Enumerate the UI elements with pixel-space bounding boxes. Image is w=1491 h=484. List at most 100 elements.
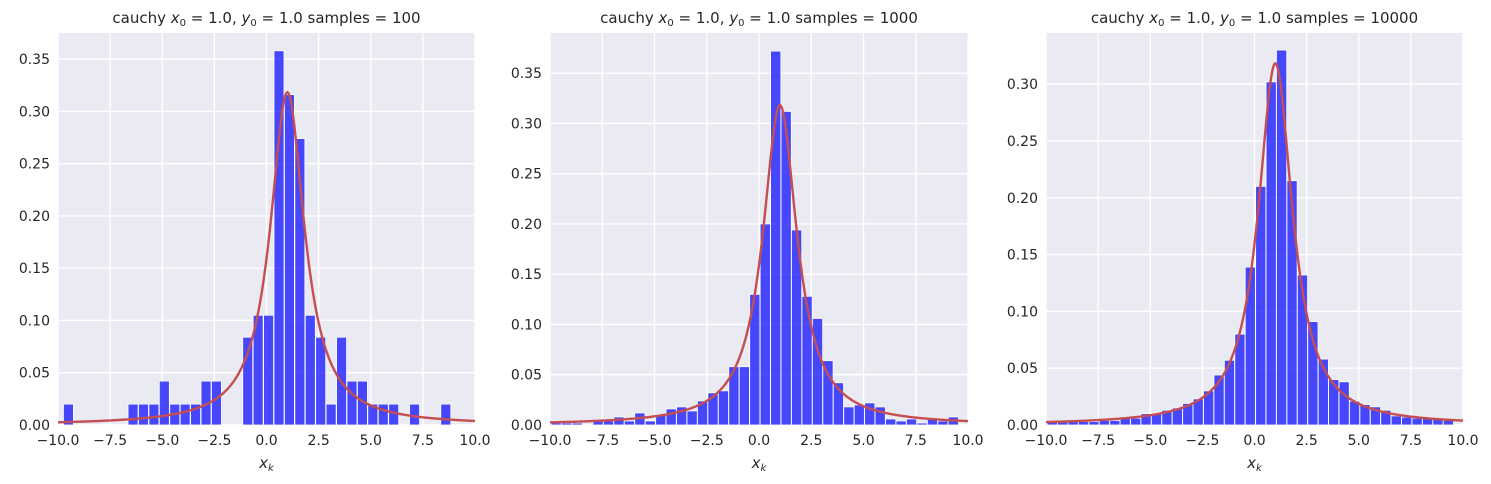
x-tick-label: −2.5 bbox=[690, 433, 724, 449]
title-part: = 1.0 samples = 1000 bbox=[745, 9, 918, 27]
xlabel-part: k bbox=[268, 463, 275, 474]
y-tick-label: 0.10 bbox=[19, 313, 50, 329]
histogram-bar bbox=[127, 403, 139, 425]
x-tick-label: 2.5 bbox=[800, 433, 822, 449]
y-tick-label: 0.25 bbox=[511, 167, 542, 183]
histogram-bar bbox=[1265, 81, 1277, 425]
title-part: 0 bbox=[738, 18, 744, 29]
xlabel-part: k bbox=[761, 463, 768, 474]
y-tick-label: 0.25 bbox=[1007, 134, 1038, 150]
histogram-bar bbox=[1328, 379, 1340, 425]
xlabel-part: x bbox=[1246, 454, 1256, 472]
y-tick-label: 0.05 bbox=[1007, 361, 1038, 377]
histogram-bar bbox=[1338, 381, 1350, 425]
chart-title: cauchy x0 = 1.0, y0 = 1.0 samples = 100 bbox=[112, 9, 420, 29]
histogram-bar bbox=[409, 403, 420, 425]
title-part: y bbox=[1219, 9, 1230, 27]
histogram-bar bbox=[1109, 420, 1121, 425]
histogram-bar bbox=[686, 410, 698, 425]
x-tick-label: −7.5 bbox=[93, 433, 127, 449]
y-tick-label: 0.35 bbox=[19, 52, 50, 68]
cauchy-pdf-line bbox=[1046, 61, 1463, 424]
x-tick-label: 0.0 bbox=[255, 433, 277, 449]
histogram-bar bbox=[367, 403, 379, 425]
x-tick-label: 5.0 bbox=[1348, 433, 1370, 449]
bars bbox=[1046, 49, 1454, 425]
histogram-bar bbox=[158, 380, 170, 425]
y-tick-label: 0.15 bbox=[19, 261, 50, 277]
chart-title: cauchy x0 = 1.0, y0 = 1.0 samples = 1000 bbox=[600, 9, 918, 29]
x-tick-label: 5.0 bbox=[852, 433, 874, 449]
histogram-bar bbox=[665, 408, 677, 425]
histogram-bar bbox=[148, 403, 160, 425]
histogram-bar bbox=[304, 314, 316, 425]
x-tick-label: 10.0 bbox=[1447, 433, 1478, 449]
y-tick-label: 0.35 bbox=[511, 66, 542, 82]
histogram-bar bbox=[1286, 180, 1298, 425]
title-part: = 1.0 samples = 10000 bbox=[1235, 9, 1418, 27]
histogram-panel-3: −10.0 −7.5 −5.0 −2.5 0.0 2.5 5.0 7.5 10.0 0.00 0.0… bbox=[1007, 9, 1479, 474]
title-part: 0 bbox=[180, 18, 186, 29]
x-tick-label: 7.5 bbox=[905, 433, 927, 449]
title-part: cauchy bbox=[1091, 9, 1149, 27]
histogram-bar bbox=[138, 403, 149, 425]
title-part: 0 bbox=[667, 18, 673, 29]
histogram-bar bbox=[717, 390, 729, 425]
histogram-panel-2: −10.0 −7.5 −5.0 −2.5 0.0 2.5 5.0 7.5 10.0 0.00 0.0… bbox=[511, 9, 984, 474]
x-tick-label: 7.5 bbox=[1400, 433, 1422, 449]
y-tick-label: 0.30 bbox=[19, 104, 50, 120]
histogram-panel-1: −10.0 −7.5 −5.0 −2.5 0.0 2.5 5.0 7.5 10.0 0.00 0.0… bbox=[19, 9, 491, 474]
histogram-bar bbox=[1098, 420, 1110, 425]
histogram-bar bbox=[937, 420, 949, 425]
histogram-bar bbox=[759, 223, 771, 425]
histogram-bar bbox=[263, 314, 274, 425]
chart-title: cauchy x0 = 1.0, y0 = 1.0 samples = 1000… bbox=[1091, 9, 1418, 29]
x-tick-label: 5.0 bbox=[360, 433, 382, 449]
histogram-bar bbox=[346, 380, 358, 425]
histogram-bar bbox=[1244, 266, 1256, 425]
x-tick-label: 2.5 bbox=[307, 433, 329, 449]
histogram-bar bbox=[63, 403, 74, 425]
histogram-bar bbox=[440, 403, 452, 425]
histogram-bar bbox=[284, 94, 295, 425]
x-tick-label: −5.0 bbox=[1133, 433, 1167, 449]
histogram-bar bbox=[242, 336, 254, 425]
title-part: cauchy bbox=[112, 9, 170, 27]
histogram-bar bbox=[822, 360, 834, 425]
title-part: = 1.0, bbox=[1164, 9, 1220, 27]
y-tick-label: 0.20 bbox=[19, 209, 50, 225]
x-tick-label: 2.5 bbox=[1295, 433, 1317, 449]
y-tick-label: 0.05 bbox=[511, 368, 542, 384]
histogram-bar bbox=[738, 366, 750, 425]
x-axis-label: xk bbox=[258, 454, 275, 474]
title-part: 0 bbox=[1229, 18, 1235, 29]
title-part: x bbox=[170, 9, 180, 27]
histogram-bar bbox=[1401, 416, 1413, 425]
histogram-bar bbox=[315, 336, 327, 425]
y-tick-label: 0.15 bbox=[511, 267, 542, 283]
xlabel-part: x bbox=[258, 454, 268, 472]
histogram-bar bbox=[325, 403, 337, 425]
histogram-bar bbox=[895, 420, 907, 425]
x-tick-label: 7.5 bbox=[412, 433, 434, 449]
title-part: y bbox=[728, 9, 739, 27]
histogram-bar bbox=[211, 380, 222, 425]
histogram-bar bbox=[273, 50, 285, 425]
title-part: = 1.0 samples = 100 bbox=[257, 9, 421, 27]
x-tick-label: 0.0 bbox=[1243, 433, 1265, 449]
y-tick-label: 0.05 bbox=[19, 366, 50, 382]
histogram-bar bbox=[874, 406, 886, 425]
title-part: y bbox=[241, 9, 252, 27]
title-part: x bbox=[657, 9, 667, 27]
histogram-bar bbox=[1411, 417, 1423, 425]
histogram-bar bbox=[623, 420, 635, 425]
y-tick-label: 0.15 bbox=[1007, 248, 1038, 264]
histogram-bar bbox=[294, 138, 306, 425]
histogram-bar bbox=[885, 418, 897, 425]
cauchy-pdf-line bbox=[550, 103, 968, 424]
histogram-bar bbox=[377, 403, 389, 425]
histogram-bar bbox=[853, 404, 865, 425]
histogram-bar bbox=[561, 422, 573, 425]
histogram-bar bbox=[832, 382, 844, 425]
